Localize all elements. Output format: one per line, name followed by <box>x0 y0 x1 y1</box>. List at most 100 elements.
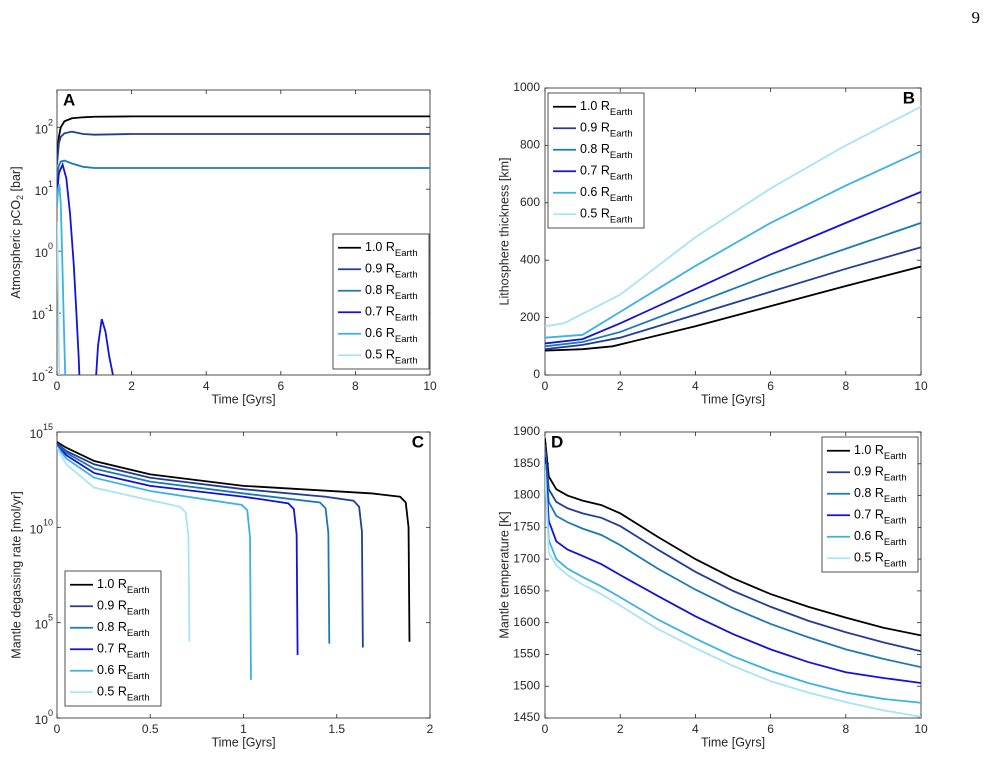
panel-letter: A <box>63 90 75 109</box>
legend-name: 0.7 R <box>97 642 127 656</box>
y-tick-label: 1450 <box>513 710 540 724</box>
y-tick-label: 100 <box>35 708 53 727</box>
legend-name: 0.8 R <box>97 620 127 634</box>
legend-subscript: Earth <box>395 355 418 366</box>
y-tick-label: 0 <box>533 367 540 381</box>
x-tick-label: 8 <box>352 379 359 393</box>
series-group <box>57 115 430 375</box>
legend-name: 0.8 R <box>580 142 610 156</box>
legend-label: 0.5 REarth <box>580 207 633 225</box>
legend-subscript: Earth <box>610 214 633 225</box>
x-tick-label: 0 <box>542 722 549 736</box>
y-tick-label: 1900 <box>513 424 540 438</box>
legend-name: 1.0 R <box>580 99 610 113</box>
legend-subscript: Earth <box>127 606 150 617</box>
x-tick-label: 4 <box>692 722 699 736</box>
x-tick-label: 6 <box>767 379 774 393</box>
x-tick-label: 10 <box>914 379 928 393</box>
y-tick-label: 102 <box>35 118 53 137</box>
tick-exponent: -1 <box>45 303 53 313</box>
legend-name: 0.5 R <box>365 348 395 362</box>
x-tick-label: 8 <box>842 722 849 736</box>
legend-name: 0.8 R <box>365 283 395 297</box>
series-line <box>57 221 61 375</box>
y-axis-label: Lithosphere thickness [km] <box>497 158 511 306</box>
legend-name: 0.6 R <box>580 185 610 199</box>
legend-subscript: Earth <box>884 450 907 461</box>
legend-name: 0.5 R <box>580 207 610 221</box>
legend-label: 0.9 REarth <box>97 599 150 617</box>
legend-label: 1.0 REarth <box>365 240 418 258</box>
x-tick-label: 6 <box>277 379 284 393</box>
series-line <box>545 470 921 718</box>
legend-name: 0.5 R <box>854 551 884 565</box>
x-tick-label: 10 <box>423 379 437 393</box>
y-tick-label: 1500 <box>513 678 540 692</box>
legend-label: 1.0 REarth <box>580 99 633 117</box>
tick-base: 10 <box>35 184 49 198</box>
y-tick-label: 101 <box>35 180 53 199</box>
series-line <box>57 115 430 160</box>
legend-name: 0.9 R <box>365 262 395 276</box>
legend-label: 0.5 REarth <box>365 348 418 366</box>
legend-subscript: Earth <box>610 149 633 160</box>
x-axis-label: Time [Gyrs] <box>701 392 765 406</box>
x-tick-label: 0 <box>54 379 61 393</box>
x-tick-label: 6 <box>767 722 774 736</box>
panel-letter: B <box>903 88 915 107</box>
legend-box <box>547 92 645 229</box>
y-axis-label: Atmospheric pCO2 [bar] <box>9 166 25 298</box>
legend-label: 0.6 REarth <box>365 326 418 344</box>
tick-base: 10 <box>32 370 46 384</box>
legend-name: 1.0 R <box>854 443 884 457</box>
legend-label: 0.9 REarth <box>854 465 907 483</box>
legend-subscript: Earth <box>127 670 150 681</box>
legend-label: 0.7 REarth <box>580 164 633 182</box>
legend-subscript: Earth <box>884 472 907 483</box>
y-tick-label: 1850 <box>513 456 540 470</box>
legend-name: 1.0 R <box>365 240 395 254</box>
tick-base: 10 <box>35 713 49 727</box>
y-tick-label: 1015 <box>30 422 53 441</box>
y-tick-label: 1010 <box>30 518 53 537</box>
series-group <box>545 105 921 352</box>
panel-letter: D <box>551 432 563 451</box>
page-number: 9 <box>972 8 981 27</box>
legend-subscript: Earth <box>884 493 907 504</box>
series-line <box>545 105 921 328</box>
series-line <box>545 150 921 339</box>
series-line <box>545 246 921 351</box>
tick-exponent: 10 <box>43 518 53 528</box>
legend-name: 0.7 R <box>365 305 395 319</box>
legend-label: 0.8 REarth <box>854 486 907 504</box>
legend-subscript: Earth <box>127 584 150 595</box>
legend-subscript: Earth <box>395 290 418 301</box>
x-axis-label: Time [Gyrs] <box>211 735 275 749</box>
panel-letter: C <box>412 432 424 451</box>
tick-exponent: -2 <box>45 365 53 375</box>
legend-label: 1.0 REarth <box>854 443 907 461</box>
legend-label: 0.7 REarth <box>854 508 907 526</box>
series-line <box>545 438 921 637</box>
legend-subscript: Earth <box>884 515 907 526</box>
legend-label: 0.7 REarth <box>97 642 150 660</box>
series-line <box>57 130 430 165</box>
series-line <box>545 451 921 669</box>
legend-label: 0.8 REarth <box>365 283 418 301</box>
y-axis-label: Mantle temperature [K] <box>497 511 511 638</box>
series-line <box>545 265 921 352</box>
tick-exponent: 2 <box>48 118 53 128</box>
series-line <box>57 184 67 375</box>
x-axis-label: Time [Gyrs] <box>701 735 765 749</box>
series-group <box>545 438 921 718</box>
legend-label: 0.7 REarth <box>365 305 418 323</box>
y-tick-label: 1650 <box>513 583 540 597</box>
y-tick-label: 1000 <box>513 80 540 94</box>
legend-label: 0.6 REarth <box>854 529 907 547</box>
tick-base: 10 <box>35 618 49 632</box>
series-line <box>545 463 921 704</box>
legend-subscript: Earth <box>127 649 150 660</box>
y-axis-label: Mantle degassing rate [mol/yr] <box>9 491 23 658</box>
tick-exponent: 15 <box>43 422 53 432</box>
x-tick-label: 2 <box>427 722 434 736</box>
